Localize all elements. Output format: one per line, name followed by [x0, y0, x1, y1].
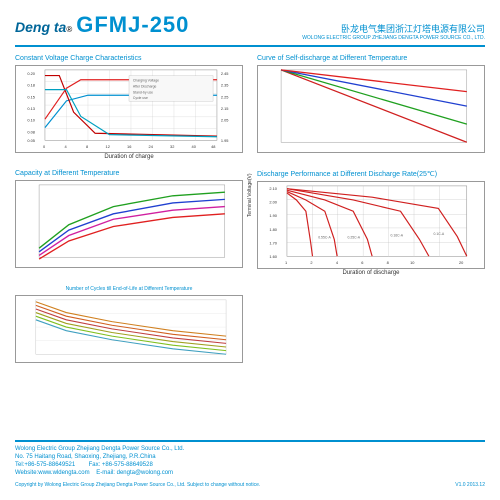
svg-text:48: 48: [211, 144, 215, 149]
svg-text:10: 10: [410, 260, 415, 265]
svg-text:2.10: 2.10: [269, 186, 277, 191]
svg-text:Cycle use: Cycle use: [133, 96, 148, 100]
chart-3-title: Capacity at Different Temperature: [15, 170, 243, 177]
company-cn: 卧龙电气集团浙江灯塔电源有限公司: [302, 22, 485, 35]
svg-text:0.05: 0.05: [27, 138, 35, 143]
svg-text:0.10: 0.10: [27, 118, 35, 123]
chart-1-title: Constant Voltage Charge Characteristics: [15, 55, 243, 62]
chart-1-plot: 0.20 0.18 0.15 0.13 0.10 0.08 0.05 2.45 2.35 2.…: [15, 65, 243, 153]
svg-text:Charging Voltage: Charging Voltage: [133, 79, 159, 83]
svg-text:0.55C-A: 0.55C-A: [318, 236, 331, 240]
brand: Deng ta: [15, 19, 66, 35]
svg-text:2.15: 2.15: [221, 106, 229, 111]
svg-text:2.45: 2.45: [221, 71, 229, 76]
svg-text:8: 8: [86, 144, 88, 149]
chart-2-plot: [257, 65, 485, 153]
footer-copyright: Copyright by Wolong Electric Group Zheji…: [15, 482, 260, 489]
svg-text:40: 40: [192, 144, 197, 149]
svg-text:1.70: 1.70: [269, 241, 277, 246]
svg-text:20: 20: [459, 260, 464, 265]
chart-4-plot: Terminal Voltage(V) 2.102.001.90 1.801.7…: [257, 181, 485, 269]
chart-3: Capacity at Different Temperature: [15, 170, 243, 276]
svg-text:0: 0: [43, 144, 46, 149]
chart-4: Discharge Performance at Different Disch…: [257, 170, 485, 276]
svg-text:2.05: 2.05: [221, 118, 229, 123]
svg-text:0.13: 0.13: [27, 106, 35, 111]
svg-text:0.18: 0.18: [27, 83, 35, 88]
chart-5-title: Number of Cycles till End-of-Life at Dif…: [15, 286, 243, 292]
svg-text:0.15: 0.15: [27, 94, 35, 99]
company-en: WOLONG ELECTRIC GROUP ZHEJIANG DENGTA PO…: [302, 35, 485, 41]
chart-4-title: Discharge Performance at Different Disch…: [257, 170, 485, 178]
chart-4-xlabel: Duration of discharge: [257, 270, 485, 276]
header: Deng ta® GFMJ-250 卧龙电气集团浙江灯塔电源有限公司 WOLON…: [15, 12, 485, 47]
svg-text:1.90: 1.90: [269, 213, 277, 218]
footer-address: No. 75 Haitang Road, Shaoxing, Zhejiang,…: [15, 454, 485, 462]
svg-text:0.1C-A: 0.1C-A: [434, 232, 445, 236]
svg-text:4: 4: [65, 144, 68, 149]
chart-3-plot: [15, 180, 243, 268]
footer-fax: Fax: +86-575-88649528: [89, 462, 153, 468]
svg-text:16: 16: [127, 144, 131, 149]
footer-web: Website:www.wldengta.com: [15, 470, 90, 476]
chart-2: Curve of Self-discharge at Different Tem…: [257, 55, 485, 160]
svg-text:2.00: 2.00: [269, 200, 277, 205]
svg-text:8: 8: [387, 260, 389, 265]
footer-version: V1.0 2013.12: [455, 482, 485, 489]
svg-text:24: 24: [149, 144, 154, 149]
svg-text:After Discharge: After Discharge: [133, 85, 157, 89]
svg-text:Stand-by use: Stand-by use: [133, 90, 153, 94]
footer: Wolong Electric Group Zhejiang Dengta Po…: [15, 440, 485, 488]
svg-text:12: 12: [106, 144, 110, 149]
footer-company: Wolong Electric Group Zhejiang Dengta Po…: [15, 446, 485, 454]
chart-1-xlabel: Duration of charge: [15, 154, 243, 160]
svg-text:1.60: 1.60: [269, 254, 277, 259]
svg-text:0.25C-A: 0.25C-A: [348, 236, 361, 240]
chart-5: Number of Cycles till End-of-Life at Dif…: [15, 286, 243, 363]
svg-text:0.20: 0.20: [27, 71, 35, 76]
svg-text:2: 2: [310, 260, 312, 265]
footer-tel: Tel:+86-575-88649521: [15, 462, 75, 468]
svg-text:1: 1: [285, 260, 287, 265]
svg-text:1.95: 1.95: [221, 138, 229, 143]
svg-text:6: 6: [361, 260, 363, 265]
charts-grid: Constant Voltage Charge Characteristics: [15, 55, 485, 363]
svg-text:32: 32: [170, 144, 174, 149]
svg-text:2.35: 2.35: [221, 83, 229, 88]
reg-mark: ®: [66, 25, 72, 34]
svg-text:0.16C-A: 0.16C-A: [391, 234, 404, 238]
footer-email: E-mail: dengta@wolong.com: [96, 470, 173, 476]
svg-text:0.08: 0.08: [27, 129, 35, 134]
chart-2-title: Curve of Self-discharge at Different Tem…: [257, 55, 485, 62]
chart-1: Constant Voltage Charge Characteristics: [15, 55, 243, 160]
svg-text:2.25: 2.25: [221, 94, 229, 99]
chart-4-ylabel: Terminal Voltage(V): [247, 173, 253, 217]
svg-text:1.80: 1.80: [269, 227, 277, 232]
chart-5-plot: [15, 295, 243, 363]
model-number: GFMJ-250: [76, 12, 189, 38]
svg-text:4: 4: [336, 260, 339, 265]
